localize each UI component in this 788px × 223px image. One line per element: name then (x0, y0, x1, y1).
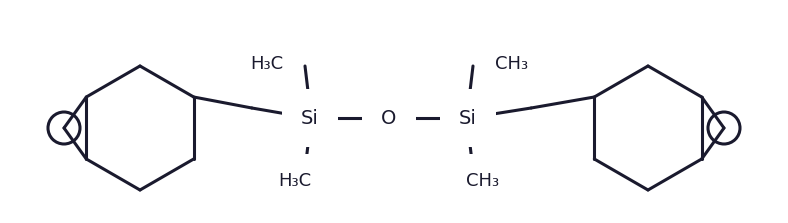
Text: H₃C: H₃C (278, 172, 311, 190)
Text: Si: Si (459, 109, 477, 128)
Text: O: O (381, 109, 396, 128)
Text: Si: Si (301, 109, 319, 128)
Text: CH₃: CH₃ (495, 55, 528, 73)
Text: CH₃: CH₃ (466, 172, 500, 190)
Text: H₃C: H₃C (250, 55, 283, 73)
